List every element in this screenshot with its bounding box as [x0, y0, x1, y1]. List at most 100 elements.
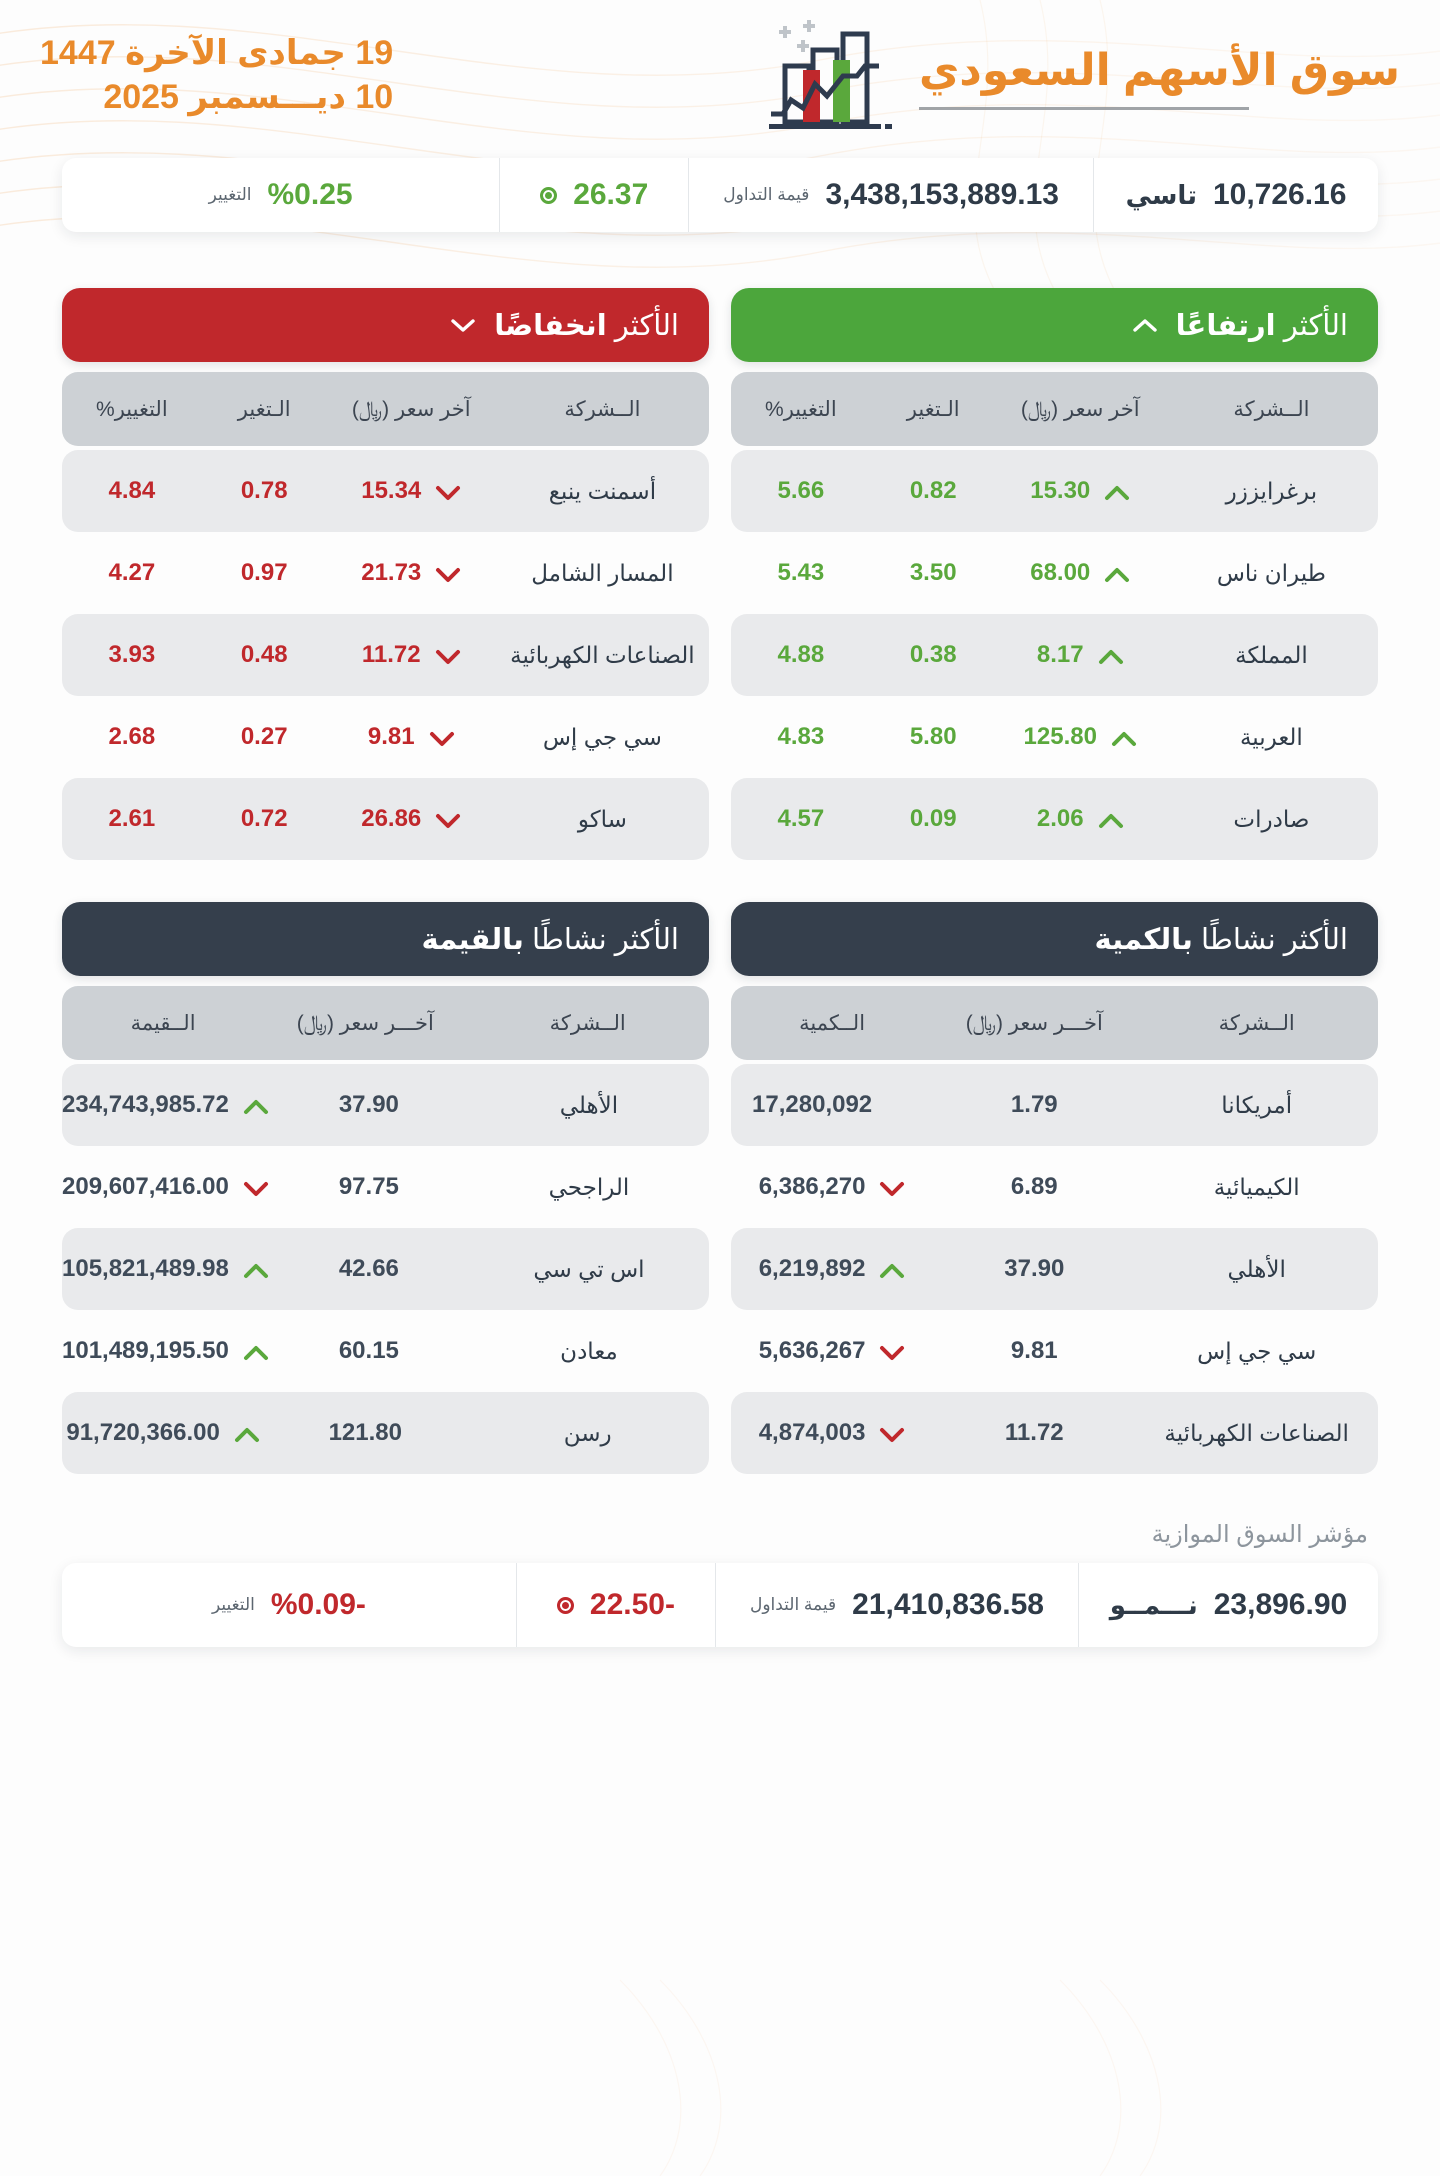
table-row[interactable]: المملكة 8.17 0.38 4.88 — [731, 614, 1378, 696]
row-change: 0.27 — [240, 723, 288, 750]
row-company: المملكة — [1235, 641, 1308, 668]
table-row[interactable]: العربية 125.80 5.80 4.83 — [731, 696, 1378, 778]
row-change: 0.48 — [240, 641, 288, 668]
row-metric: 6,219,892 — [731, 1255, 933, 1283]
nomu-points-cell: -22.50 — [515, 1563, 715, 1647]
table-row[interactable]: معادن 60.15 101,489,195.50 — [62, 1310, 709, 1392]
table-row[interactable]: الأهلي 37.90 234,743,985.72 — [62, 1064, 709, 1146]
gainers-col-company: الــشركة — [1233, 397, 1310, 421]
row-price-value: 21.73 — [361, 559, 422, 586]
arrow-up-icon — [1098, 810, 1124, 828]
table-row[interactable]: الكيميائية 6.89 6,386,270 — [731, 1146, 1378, 1228]
table-row[interactable]: الراجحي 97.75 209,607,416.00 — [62, 1146, 709, 1228]
row-price-value: 15.30 — [1030, 477, 1091, 504]
tasi-stats-bar: 10,726.16 تاسي 3,438,153,889.13 قيمة الت… — [62, 158, 1378, 232]
volume-panel-title: الأكثر نشاطًا بالكمية — [1094, 922, 1348, 957]
row-metric-value: 91,720,366.00 — [66, 1419, 220, 1446]
hijri-date: 19 جمادى الآخرة 1447 — [40, 34, 394, 72]
value-title-plain: الأكثر نشاطًا — [531, 923, 679, 956]
panels-grid: الأكثر ارتفاعًا الــشركة آخر سعر (﷼) الـ… — [0, 232, 1440, 1516]
tasi-change-cell: %0.25 التغيير — [62, 158, 499, 232]
gainers-title-plain: الأكثر — [1283, 309, 1348, 342]
date-block: 19 جمادى الآخرة 1447 10 ديـــسمبر 2025 — [40, 18, 393, 119]
table-row[interactable]: الصناعات الكهربائية 11.72 4,874,003 — [731, 1392, 1378, 1474]
table-row[interactable]: الأهلي 37.90 6,219,892 — [731, 1228, 1378, 1310]
losers-col-price: آخر سعر (﷼) — [351, 397, 471, 421]
nomu-index-label: نـــمــو — [1109, 1589, 1198, 1620]
arrow-up-icon — [879, 1260, 905, 1278]
row-metric-value: 5,636,267 — [758, 1337, 866, 1364]
table-row[interactable]: اس تي سي 42.66 105,821,489.98 — [62, 1228, 709, 1310]
gainers-rows: برغرايززر 15.30 0.82 5.66 طيران ناس 68.00 3.50… — [731, 450, 1378, 860]
table-row[interactable]: سي جي إس 9.81 0.27 2.68 — [62, 696, 709, 778]
table-row[interactable]: برغرايززر 15.30 0.82 5.66 — [731, 450, 1378, 532]
row-company: صادرات — [1233, 805, 1310, 832]
row-change: 0.97 — [240, 559, 288, 586]
nomu-change-pct: -%0.09 — [270, 1588, 366, 1621]
row-metric: 5,636,267 — [731, 1337, 933, 1365]
losers-panel-header: الأكثر انخفاضًا — [62, 288, 709, 362]
volume-title-bold: بالكمية — [1094, 923, 1193, 956]
tasi-turnover-value: 3,438,153,889.13 — [825, 178, 1059, 211]
row-price: 37.90 — [338, 1091, 399, 1118]
arrow-down-icon — [243, 1178, 269, 1196]
row-company: برغرايززر — [1225, 477, 1318, 504]
losers-rows: أسمنت ينبع 15.34 0.78 4.84 المسار الشامل 21.7… — [62, 450, 709, 860]
row-metric-value: 209,607,416.00 — [62, 1173, 229, 1200]
table-row[interactable]: أمريكانا 1.79 17,280,092 — [731, 1064, 1378, 1146]
row-company: الصناعات الكهربائية — [510, 641, 695, 668]
gainers-title-bold: ارتفاعًا — [1175, 309, 1276, 342]
losers-panel-title: الأكثر انخفاضًا — [494, 308, 679, 343]
tasi-change-pct: %0.25 — [267, 178, 353, 211]
arrow-up-icon — [1111, 728, 1137, 746]
row-price: 125.80 — [996, 723, 1165, 751]
row-company: اس تي سي — [533, 1255, 645, 1282]
row-price: 121.80 — [328, 1419, 402, 1446]
volume-col-company: الــشركة — [1218, 1011, 1295, 1035]
row-metric-value: 6,386,270 — [758, 1173, 866, 1200]
row-company: سي جي إس — [1197, 1337, 1317, 1364]
table-row[interactable]: سي جي إس 9.81 5,636,267 — [731, 1310, 1378, 1392]
table-row[interactable]: صادرات 2.06 0.09 4.57 — [731, 778, 1378, 860]
table-row[interactable]: المسار الشامل 21.73 0.97 4.27 — [62, 532, 709, 614]
tasi-stats-wrap: 10,726.16 تاسي 3,438,153,889.13 قيمة الت… — [0, 158, 1440, 232]
row-company: أمريكانا — [1221, 1091, 1293, 1118]
tasi-points-value: 26.37 — [573, 178, 649, 211]
row-change-pct: 4.57 — [777, 805, 825, 832]
value-col-value: الــقيمة — [130, 1011, 196, 1035]
row-metric: 4,874,003 — [731, 1419, 933, 1447]
row-price-value: 11.72 — [361, 641, 421, 668]
arrow-up-icon — [243, 1260, 269, 1278]
volume-column-header: الــشركة آخـــر سعر (﷼) الــكمية — [731, 986, 1378, 1060]
row-change-pct: 5.43 — [777, 559, 825, 586]
title-underline — [918, 106, 1249, 110]
brand-text: سوق الأسهم السعودي — [918, 46, 1400, 110]
nomu-index-value: 23,896.90 — [1213, 1588, 1348, 1621]
row-metric-value: 6,219,892 — [758, 1255, 866, 1282]
table-row[interactable]: طيران ناس 68.00 3.50 5.43 — [731, 532, 1378, 614]
row-price: 9.81 — [327, 723, 496, 751]
panel-top-losers: الأكثر انخفاضًا الــشركة آخر سعر (﷼) الـ… — [62, 288, 709, 860]
table-row[interactable]: الصناعات الكهربائية 11.72 0.48 3.93 — [62, 614, 709, 696]
row-price: 8.17 — [996, 641, 1165, 669]
row-price-value: 68.00 — [1030, 559, 1091, 586]
row-price: 60.15 — [338, 1337, 399, 1364]
row-price: 97.75 — [338, 1173, 399, 1200]
row-metric-value: 234,743,985.72 — [62, 1091, 229, 1118]
row-metric: 105,821,489.98 — [62, 1255, 269, 1283]
row-price: 11.72 — [327, 641, 496, 669]
row-change-pct: 4.27 — [108, 559, 156, 586]
table-row[interactable]: ساكو 26.86 0.72 2.61 — [62, 778, 709, 860]
row-change-pct: 2.61 — [108, 805, 156, 832]
row-metric: 6,386,270 — [731, 1173, 933, 1201]
arrow-up-icon — [1104, 564, 1130, 582]
row-company: الصناعات الكهربائية — [1164, 1419, 1349, 1446]
row-price: 6.89 — [1010, 1173, 1058, 1200]
row-change: 0.38 — [909, 641, 957, 668]
table-row[interactable]: رسن 121.80 91,720,366.00 — [62, 1392, 709, 1474]
table-row[interactable]: أسمنت ينبع 15.34 0.78 4.84 — [62, 450, 709, 532]
arrow-up-icon — [243, 1342, 269, 1360]
row-price: 15.34 — [327, 477, 496, 505]
row-company: الراجحي — [548, 1173, 630, 1200]
